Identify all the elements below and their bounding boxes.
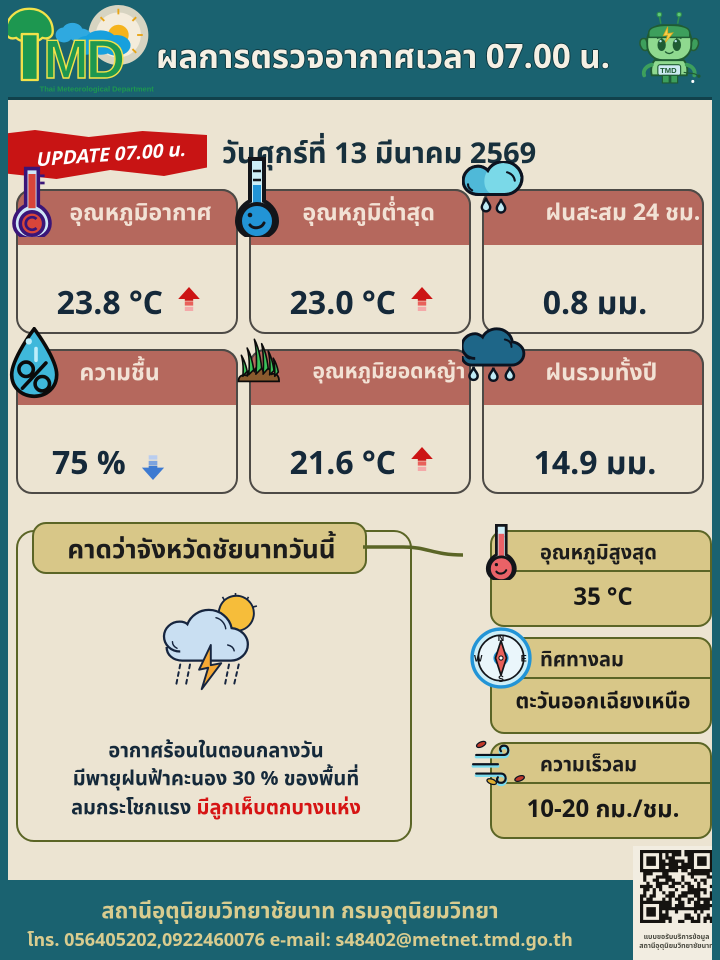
svg-text:TMD: TMD <box>660 66 677 75</box>
svg-text:E: E <box>521 653 527 663</box>
svg-text:W: W <box>474 653 483 663</box>
svg-text:Thai Meteorological Department: Thai Meteorological Department <box>40 84 154 93</box>
svg-text:MD: MD <box>43 29 122 90</box>
